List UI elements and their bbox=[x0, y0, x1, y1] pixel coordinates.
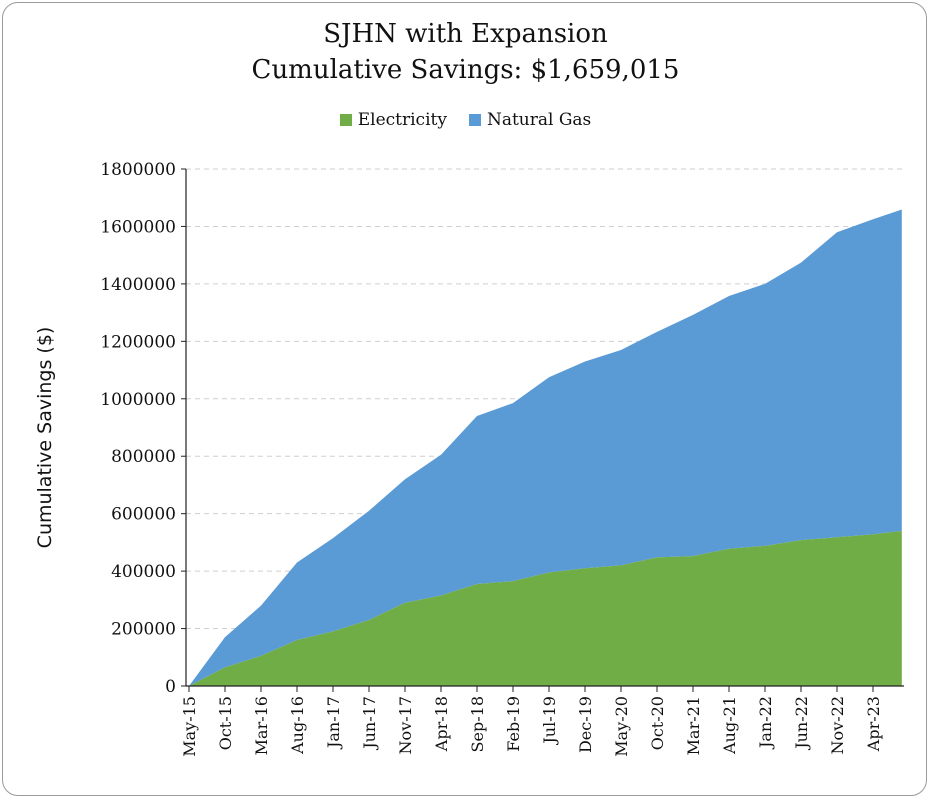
x-tick-label: Mar-16 bbox=[252, 696, 271, 755]
y-tick-label: 200000 bbox=[111, 620, 176, 640]
x-tick-label: Sep-18 bbox=[468, 696, 487, 752]
y-tick-label: 0 bbox=[165, 677, 176, 697]
x-tick-label: Aug-16 bbox=[288, 696, 307, 755]
y-tick-label: 1800000 bbox=[100, 160, 176, 180]
area-electricity bbox=[189, 530, 902, 686]
legend-label-electricity: Electricity bbox=[357, 110, 447, 130]
y-tick-label: 1600000 bbox=[100, 217, 176, 237]
y-tick-label: 400000 bbox=[111, 562, 176, 582]
y-tick-label: 1000000 bbox=[100, 390, 176, 410]
x-tick-label: Oct-15 bbox=[216, 696, 235, 750]
x-tick-label: Apr-23 bbox=[864, 696, 883, 752]
x-tick-label: May-20 bbox=[612, 696, 631, 757]
x-tick-labels: May-15 Oct-15 Mar-16 Aug-16 Jan-17 Jun-17 Nov-… bbox=[180, 696, 883, 757]
legend-swatch-electricity bbox=[339, 114, 352, 126]
x-tick-label: Dec-19 bbox=[576, 696, 595, 753]
y-axis-label: Cumulative Savings ($) bbox=[34, 327, 56, 549]
x-tick-label: Jan-22 bbox=[756, 696, 775, 750]
x-tick-label: Jun-22 bbox=[792, 696, 811, 751]
legend-item-natural-gas: Natural Gas bbox=[468, 110, 592, 130]
x-tick-label: May-15 bbox=[180, 696, 199, 757]
x-tick-label: Jul-19 bbox=[540, 696, 559, 746]
y-tick-label: 1400000 bbox=[100, 275, 176, 295]
x-tick-label: Nov-17 bbox=[396, 696, 415, 754]
y-tick-labels: 0 200000 400000 600000 800000 1000000 1200000 1… bbox=[100, 160, 176, 697]
legend: Electricity Natural Gas bbox=[0, 110, 931, 130]
area-natural-gas bbox=[189, 209, 902, 686]
axes bbox=[181, 168, 904, 692]
legend-swatch-natural-gas bbox=[468, 114, 481, 126]
x-tick-label: Nov-22 bbox=[828, 696, 847, 754]
legend-item-electricity: Electricity bbox=[339, 110, 447, 130]
x-tick-label: Apr-18 bbox=[432, 696, 451, 752]
area-series bbox=[189, 209, 902, 686]
x-tick-label: Jan-17 bbox=[324, 696, 343, 750]
legend-label-natural-gas: Natural Gas bbox=[486, 110, 592, 130]
y-tick-label: 800000 bbox=[111, 447, 176, 467]
chart-title: SJHN with Expansion bbox=[323, 19, 608, 49]
x-tick-label: Jun-17 bbox=[360, 696, 379, 751]
x-tick-label: Aug-21 bbox=[720, 696, 739, 755]
x-tick-label: Oct-20 bbox=[648, 696, 667, 750]
x-tick-label: Feb-19 bbox=[504, 696, 523, 752]
chart-subtitle: Cumulative Savings: $1,659,015 bbox=[251, 55, 680, 85]
y-tick-label: 600000 bbox=[111, 505, 176, 525]
x-tick-label: Mar-21 bbox=[684, 696, 703, 755]
y-tick-label: 1200000 bbox=[100, 332, 176, 352]
